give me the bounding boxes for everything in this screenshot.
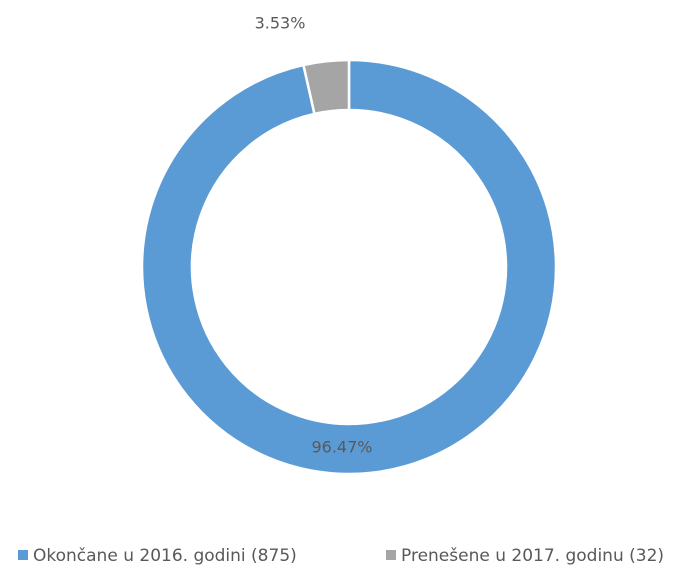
data-label: 96.47% [311,438,372,457]
donut-segment [140,58,558,476]
legend-swatch [18,550,28,560]
legend-label: Okončane u 2016. godini (875) [33,546,297,566]
legend-label: Prenešene u 2017. godinu (32) [401,546,664,566]
data-label: 3.53% [255,14,306,33]
legend-swatch [386,550,396,560]
donut-segment [301,58,351,116]
